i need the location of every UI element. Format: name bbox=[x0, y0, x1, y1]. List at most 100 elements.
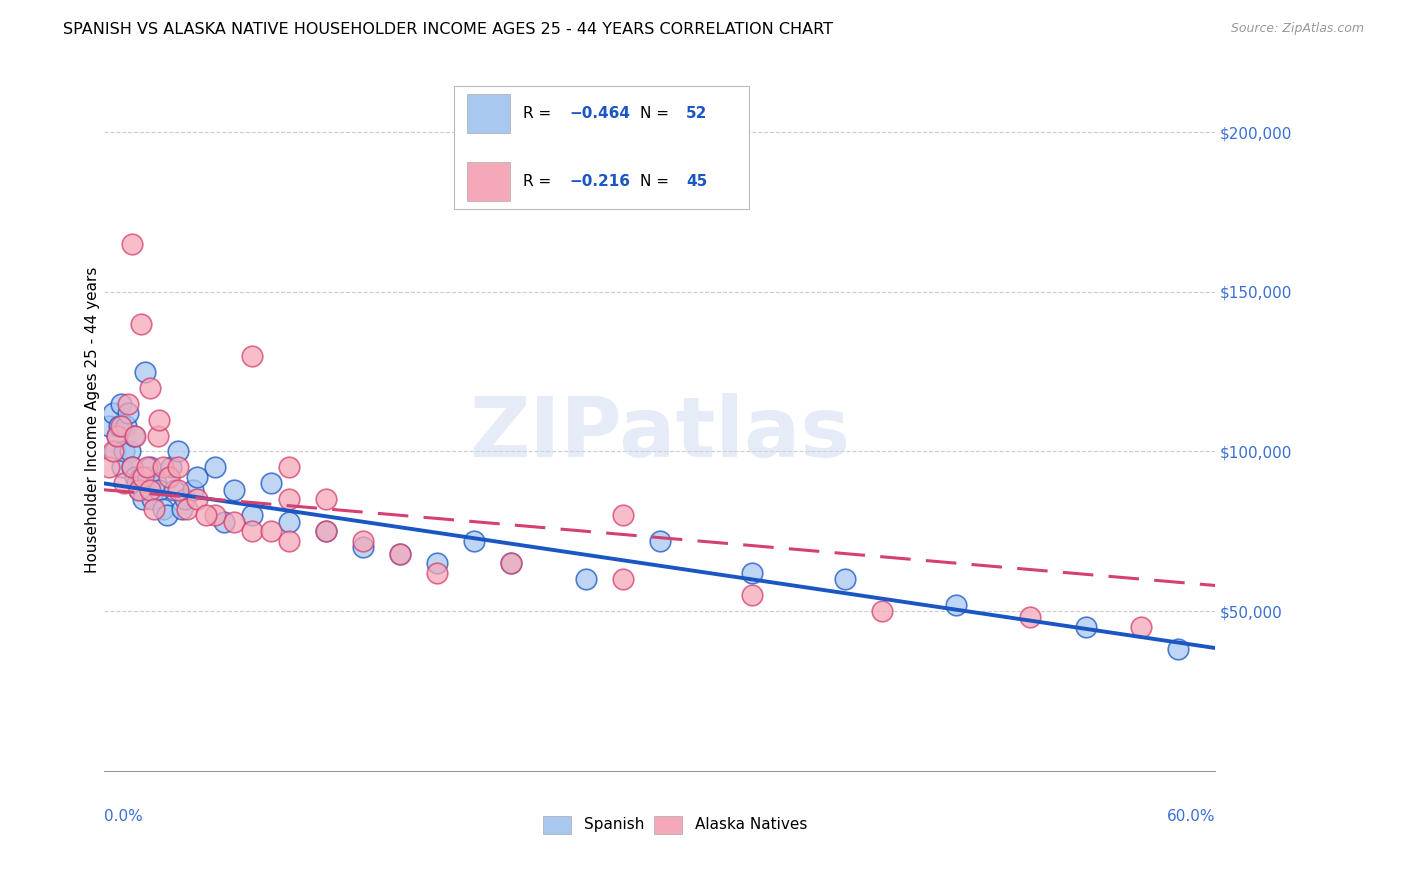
Point bbox=[167, 460, 190, 475]
Point bbox=[98, 460, 121, 475]
Bar bbox=[467, 95, 509, 133]
Text: R =: R = bbox=[523, 106, 555, 121]
Point bbox=[186, 492, 208, 507]
Point bbox=[612, 508, 634, 523]
Point bbox=[463, 533, 485, 548]
Point bbox=[426, 556, 449, 570]
Point bbox=[98, 419, 121, 434]
Point bbox=[501, 556, 523, 570]
Point bbox=[121, 237, 143, 252]
Point bbox=[139, 381, 162, 395]
Point bbox=[574, 572, 596, 586]
Point bbox=[124, 470, 146, 484]
Point bbox=[176, 502, 198, 516]
Point bbox=[122, 428, 145, 442]
Point bbox=[142, 502, 165, 516]
Point bbox=[112, 476, 135, 491]
Point bbox=[148, 483, 170, 497]
Point bbox=[105, 428, 128, 442]
Point bbox=[159, 460, 181, 475]
Point bbox=[121, 460, 143, 475]
Point bbox=[204, 508, 226, 523]
Point bbox=[352, 540, 374, 554]
Point bbox=[152, 460, 174, 475]
Point bbox=[117, 406, 139, 420]
Point bbox=[315, 492, 337, 507]
Point bbox=[152, 502, 174, 516]
Point bbox=[1130, 620, 1153, 634]
Point bbox=[134, 365, 156, 379]
Point bbox=[240, 508, 263, 523]
Point bbox=[259, 476, 281, 491]
Text: 45: 45 bbox=[686, 174, 707, 189]
Point bbox=[741, 566, 763, 580]
Text: Source: ZipAtlas.com: Source: ZipAtlas.com bbox=[1230, 22, 1364, 36]
Point bbox=[389, 547, 412, 561]
Point bbox=[128, 483, 150, 497]
Point bbox=[139, 460, 162, 475]
Point bbox=[129, 317, 152, 331]
Point bbox=[118, 444, 141, 458]
Point bbox=[501, 556, 523, 570]
Point bbox=[146, 428, 169, 442]
Point bbox=[612, 572, 634, 586]
Point bbox=[124, 428, 146, 442]
Point bbox=[101, 406, 124, 420]
Point bbox=[110, 419, 132, 434]
Point bbox=[181, 483, 204, 497]
Point bbox=[110, 396, 132, 410]
Point bbox=[139, 483, 162, 497]
Point bbox=[107, 419, 129, 434]
Text: 52: 52 bbox=[686, 106, 707, 121]
Point bbox=[648, 533, 671, 548]
Point bbox=[389, 547, 412, 561]
Point bbox=[240, 349, 263, 363]
Text: N =: N = bbox=[640, 106, 673, 121]
Point bbox=[121, 460, 143, 475]
Text: Spanish: Spanish bbox=[583, 817, 644, 832]
Point bbox=[115, 419, 138, 434]
Point bbox=[111, 460, 134, 475]
Point bbox=[259, 524, 281, 539]
Text: −0.464: −0.464 bbox=[569, 106, 631, 121]
Point bbox=[278, 492, 301, 507]
Point bbox=[278, 533, 301, 548]
Point bbox=[167, 483, 190, 497]
Point bbox=[141, 492, 163, 507]
Point bbox=[117, 396, 139, 410]
Point bbox=[240, 524, 263, 539]
Text: −0.216: −0.216 bbox=[569, 174, 631, 189]
Bar bbox=[654, 816, 682, 834]
Point bbox=[222, 515, 245, 529]
Point bbox=[945, 598, 967, 612]
Text: SPANISH VS ALASKA NATIVE HOUSEHOLDER INCOME AGES 25 - 44 YEARS CORRELATION CHART: SPANISH VS ALASKA NATIVE HOUSEHOLDER INC… bbox=[63, 22, 834, 37]
Point bbox=[278, 460, 301, 475]
Point bbox=[112, 444, 135, 458]
Point bbox=[186, 470, 208, 484]
Point bbox=[157, 470, 180, 484]
Point bbox=[132, 492, 155, 507]
Text: Alaska Natives: Alaska Natives bbox=[695, 817, 807, 832]
Point bbox=[148, 412, 170, 426]
Point bbox=[426, 566, 449, 580]
Point bbox=[194, 508, 217, 523]
Point bbox=[132, 470, 155, 484]
Point bbox=[104, 444, 127, 458]
Point bbox=[127, 476, 149, 491]
Point bbox=[1074, 620, 1097, 634]
Bar bbox=[467, 161, 509, 201]
Point bbox=[222, 483, 245, 497]
Point bbox=[128, 483, 150, 497]
Point bbox=[204, 460, 226, 475]
Point bbox=[741, 588, 763, 602]
Point bbox=[870, 604, 893, 618]
Point bbox=[156, 508, 179, 523]
Point bbox=[135, 460, 157, 475]
Text: 0.0%: 0.0% bbox=[104, 809, 142, 824]
Point bbox=[145, 476, 167, 491]
Point bbox=[315, 524, 337, 539]
Point bbox=[174, 492, 197, 507]
Point bbox=[315, 524, 337, 539]
Point bbox=[352, 533, 374, 548]
Point bbox=[138, 470, 160, 484]
